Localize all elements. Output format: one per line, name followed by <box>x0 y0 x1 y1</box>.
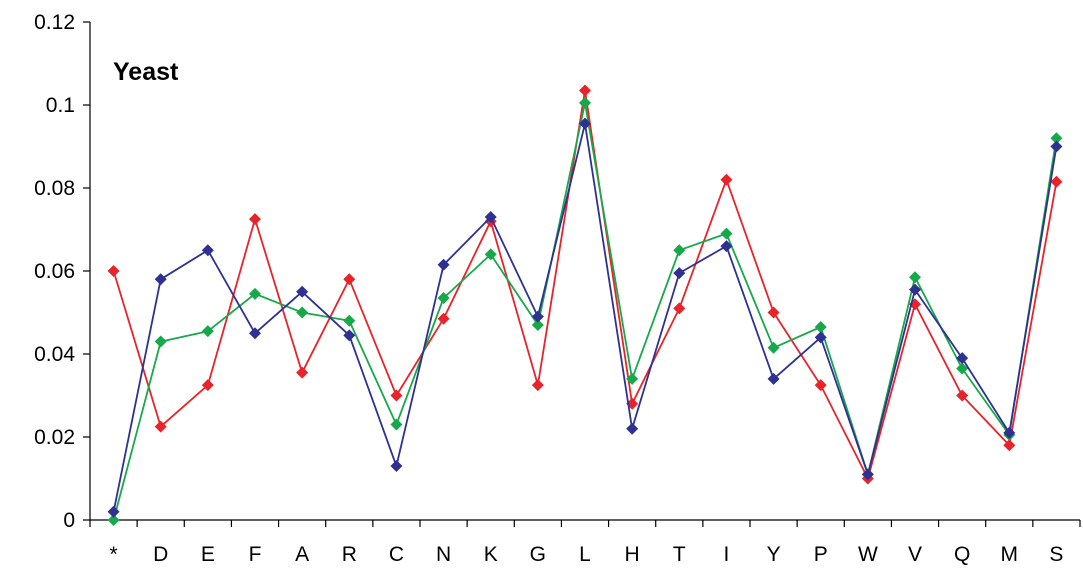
data-point-marker <box>767 341 780 354</box>
data-point-marker <box>343 329 356 342</box>
data-point-marker <box>437 312 450 325</box>
data-point-marker <box>201 325 214 338</box>
chart-title: Yeast <box>113 58 179 86</box>
data-point-marker <box>956 362 969 375</box>
data-point-marker <box>956 389 969 402</box>
data-point-marker <box>814 331 827 344</box>
data-point-marker <box>437 258 450 271</box>
data-point-marker <box>249 287 261 300</box>
data-point-marker <box>390 460 403 473</box>
x-tick-label: H <box>625 543 640 566</box>
data-point-marker <box>201 379 214 392</box>
x-tick-label: M <box>1001 543 1019 566</box>
data-point-marker <box>1003 426 1016 439</box>
y-tick-label: 0.06 <box>34 260 75 283</box>
y-tick-label: 0.02 <box>34 426 75 449</box>
data-point-marker <box>909 271 921 284</box>
data-point-marker <box>1050 140 1063 153</box>
data-point-marker <box>154 335 167 348</box>
x-tick-label: P <box>814 543 828 566</box>
y-tick-label: 0.12 <box>34 11 75 34</box>
data-point-marker <box>249 327 261 340</box>
x-tick-label: E <box>201 543 215 566</box>
axes: 0 0.02 0.04 0.06 0.08 0.1 0.12 * D E F A R C N K G L H T I Y P… <box>34 11 1081 566</box>
series-3 <box>107 117 1063 518</box>
data-point-marker <box>249 213 261 226</box>
x-tick-label: A <box>295 543 309 566</box>
x-tick-label: Y <box>767 543 781 566</box>
data-point-marker <box>767 372 780 385</box>
data-point-marker <box>107 505 120 518</box>
data-point-marker <box>1050 132 1063 145</box>
data-point-marker <box>626 422 639 435</box>
data-point-marker <box>296 285 309 298</box>
data-point-marker <box>390 418 403 431</box>
data-point-marker <box>201 244 214 257</box>
y-tick-label: 0.08 <box>34 177 75 200</box>
data-point-marker <box>107 514 120 526</box>
data-point-marker <box>154 273 167 286</box>
data-point-marker <box>1003 439 1016 452</box>
data-point-marker <box>296 366 309 379</box>
data-point-marker <box>767 306 780 319</box>
data-point-marker <box>626 372 639 385</box>
data-point-marker <box>579 84 591 97</box>
x-tick-label: F <box>249 543 262 566</box>
data-point-marker <box>579 96 591 109</box>
x-tick-label: V <box>908 543 922 566</box>
data-point-marker <box>531 379 544 392</box>
data-point-marker <box>296 306 309 319</box>
data-point-marker <box>720 240 733 253</box>
y-tick-label: 0.1 <box>46 94 75 117</box>
x-tick-label: W <box>858 543 878 566</box>
series-line <box>112 122 1058 512</box>
data-point-marker <box>154 420 167 433</box>
data-point-marker <box>579 117 591 130</box>
data-point-marker <box>909 283 921 296</box>
data-point-marker <box>531 318 544 331</box>
x-tick-label: N <box>436 543 451 566</box>
data-point-marker <box>673 267 686 280</box>
data-point-marker <box>343 273 356 286</box>
data-point-marker <box>437 291 450 304</box>
data-point-marker <box>956 352 969 365</box>
x-tick-label: G <box>530 543 546 566</box>
data-point-marker <box>343 314 356 327</box>
data-point-marker <box>673 302 686 315</box>
series-line <box>112 102 1058 521</box>
series-layer <box>107 84 1063 526</box>
x-tick-label: R <box>342 543 357 566</box>
data-point-marker <box>107 265 120 277</box>
data-point-marker <box>814 321 827 334</box>
x-tick-label: L <box>579 543 591 566</box>
x-tick-label: D <box>153 543 168 566</box>
data-point-marker <box>1050 175 1063 188</box>
data-point-marker <box>484 248 497 261</box>
x-tick-label: K <box>484 543 498 566</box>
data-point-marker <box>531 310 544 323</box>
data-point-marker <box>484 211 497 224</box>
y-tick-label: 0 <box>63 509 75 532</box>
x-tick-label: T <box>673 543 686 566</box>
x-tick-label: C <box>389 543 404 566</box>
data-point-marker <box>720 227 733 240</box>
data-point-marker <box>673 244 686 257</box>
data-point-marker <box>390 389 403 402</box>
data-point-marker <box>814 379 827 392</box>
x-tick-label: * <box>109 543 117 566</box>
x-tick-label: S <box>1049 543 1063 566</box>
y-tick-label: 0.04 <box>34 343 75 366</box>
x-tick-label: Q <box>954 543 970 566</box>
data-point-marker <box>720 173 733 186</box>
data-point-marker <box>861 468 874 481</box>
x-tick-label: I <box>724 543 730 566</box>
